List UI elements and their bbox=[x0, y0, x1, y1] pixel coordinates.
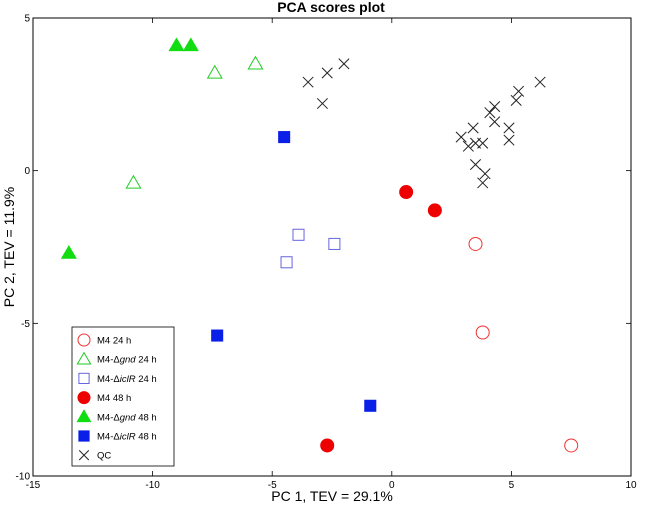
data-point bbox=[206, 64, 223, 79]
data-point bbox=[320, 438, 335, 453]
legend-label-part: 24 h bbox=[136, 355, 157, 366]
legend-label: M4-Δgnd 24 h bbox=[97, 355, 157, 366]
data-point bbox=[467, 122, 479, 134]
series-1 bbox=[125, 55, 264, 189]
data-point bbox=[321, 67, 333, 79]
legend-label-part: 24 h bbox=[110, 336, 131, 347]
legend-label-part: gnd bbox=[120, 412, 137, 423]
x-axis-label: PC 1, TEV = 29.1% bbox=[271, 488, 393, 504]
data-point bbox=[316, 97, 328, 110]
data-point bbox=[427, 203, 442, 218]
legend-label-part: M4-Δ bbox=[97, 355, 120, 366]
data-point bbox=[302, 76, 314, 88]
y-axis-label: PC 2, TEV = 11.9% bbox=[1, 187, 17, 308]
axis-ticks bbox=[32, 17, 632, 477]
legend-label: M4 24 h bbox=[97, 336, 131, 347]
legend-label: M4-ΔiclR 48 h bbox=[97, 432, 157, 443]
legend-label-part: M4 bbox=[97, 336, 110, 347]
legend-label-part: 48 h bbox=[110, 393, 131, 404]
data-point bbox=[468, 236, 483, 251]
legend-label: M4-Δgnd 48 h bbox=[97, 412, 157, 423]
data-point bbox=[60, 244, 77, 259]
data-point bbox=[247, 55, 264, 70]
legend-marker bbox=[77, 391, 91, 405]
data-point bbox=[489, 100, 501, 113]
series-5 bbox=[211, 131, 377, 412]
data-point bbox=[479, 168, 491, 180]
data-point bbox=[564, 438, 579, 453]
data-point bbox=[125, 174, 142, 189]
x-tick-label: 0 bbox=[389, 480, 395, 491]
series-0 bbox=[468, 236, 579, 453]
y-tick-label: -5 bbox=[21, 319, 30, 330]
x-tick-label: 5 bbox=[509, 480, 515, 491]
data-point bbox=[462, 140, 474, 152]
data-point bbox=[477, 137, 489, 149]
legend-marker bbox=[78, 430, 90, 442]
data-point bbox=[510, 94, 522, 106]
data-point bbox=[278, 131, 291, 144]
data-point bbox=[503, 122, 515, 134]
legend-marker bbox=[76, 351, 92, 365]
legend-marker bbox=[78, 450, 90, 461]
legend-marker bbox=[77, 333, 91, 347]
legend-label-part: M4 bbox=[97, 393, 110, 404]
y-tick-label: 0 bbox=[24, 166, 30, 177]
data-point bbox=[475, 325, 490, 340]
legend-marker bbox=[76, 409, 92, 423]
legend-label-part: QC bbox=[97, 451, 111, 462]
data-point bbox=[364, 399, 377, 412]
data-point bbox=[211, 329, 224, 342]
data-point bbox=[534, 76, 546, 88]
legend-marker bbox=[78, 372, 90, 384]
data-point bbox=[477, 177, 489, 189]
legend-label: QC bbox=[97, 451, 111, 462]
data-point bbox=[455, 131, 467, 143]
data-point bbox=[489, 116, 501, 128]
x-tick-label: -5 bbox=[268, 480, 277, 491]
data-point bbox=[503, 134, 515, 146]
data-point bbox=[469, 159, 482, 171]
series-6 bbox=[302, 58, 546, 189]
x-tick-label: 10 bbox=[625, 480, 637, 491]
axis-tick-labels: -15 -10 -5 0 5 10-10-505 bbox=[16, 14, 637, 492]
data-point bbox=[168, 37, 185, 52]
series-2 bbox=[280, 228, 341, 269]
y-tick-label: 5 bbox=[24, 14, 30, 25]
legend-label-part: iclR bbox=[120, 374, 136, 385]
legend-label-part: 48 h bbox=[136, 412, 157, 423]
data-point bbox=[484, 107, 496, 119]
data-point bbox=[338, 58, 350, 70]
data-point bbox=[513, 85, 525, 97]
y-tick-label: -10 bbox=[16, 472, 31, 483]
data-point bbox=[328, 237, 341, 250]
legend-label-part: M4-Δ bbox=[97, 374, 120, 385]
data-point bbox=[292, 228, 305, 241]
legend-label-part: 48 h bbox=[136, 432, 157, 443]
series-3 bbox=[320, 185, 442, 453]
data-points bbox=[60, 37, 579, 453]
legend-label-part: M4-Δ bbox=[97, 412, 120, 423]
legend-label: M4 48 h bbox=[97, 393, 131, 404]
data-point bbox=[280, 256, 293, 269]
legend-label-part: 24 h bbox=[136, 374, 157, 385]
data-point bbox=[399, 185, 414, 200]
data-point bbox=[182, 37, 199, 52]
legend: M4 24 hM4-Δgnd 24 hM4-ΔiclR 24 hM4 48 hM… bbox=[71, 326, 175, 467]
legend-label-part: M4-Δ bbox=[97, 432, 120, 443]
series-4 bbox=[60, 37, 199, 259]
legend-label-part: gnd bbox=[120, 355, 137, 366]
x-tick-label: -15 bbox=[26, 480, 41, 491]
x-tick-label: -10 bbox=[145, 480, 160, 491]
legend-label: M4-ΔiclR 24 h bbox=[97, 374, 157, 385]
legend-label-part: iclR bbox=[120, 432, 136, 443]
chart-title: PCA scores plot bbox=[277, 0, 385, 15]
